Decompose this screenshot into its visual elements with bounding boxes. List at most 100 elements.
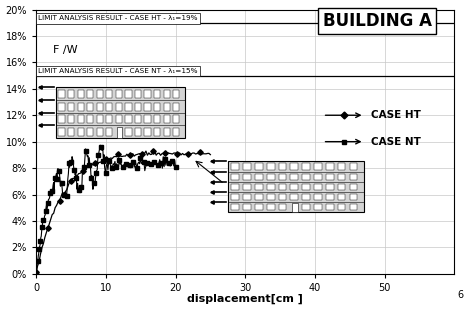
Bar (144, 90, 151, 98)
Bar (349, 184, 357, 190)
Bar (255, 174, 263, 180)
Bar (228, 162, 364, 212)
Bar (326, 163, 333, 170)
Bar (267, 204, 274, 210)
Bar (77, 103, 84, 111)
Bar (303, 204, 310, 210)
Bar (255, 163, 263, 170)
Bar (228, 162, 364, 212)
Bar (59, 90, 65, 98)
Bar (279, 174, 287, 180)
Bar (326, 204, 333, 210)
Bar (116, 90, 122, 98)
Bar (125, 115, 132, 123)
Bar (125, 90, 132, 98)
Bar (97, 103, 103, 111)
Bar (292, 203, 297, 212)
Bar (97, 90, 103, 98)
Bar (117, 127, 121, 138)
Bar (338, 184, 346, 190)
Bar (116, 103, 122, 111)
Bar (77, 115, 84, 123)
Bar (255, 184, 263, 190)
Bar (144, 128, 151, 136)
Bar (87, 115, 93, 123)
Bar (106, 128, 113, 136)
Bar (116, 115, 122, 123)
Bar (338, 194, 346, 200)
Text: 6: 6 (458, 290, 464, 299)
Bar (231, 204, 239, 210)
Bar (314, 184, 322, 190)
Bar (164, 90, 170, 98)
Bar (279, 163, 287, 170)
Bar (164, 128, 170, 136)
Bar (77, 128, 84, 136)
Bar (135, 103, 141, 111)
Bar (125, 103, 132, 111)
Bar (164, 103, 170, 111)
Bar (59, 128, 65, 136)
Bar (231, 174, 239, 180)
Bar (303, 163, 310, 170)
Bar (303, 184, 310, 190)
Bar (154, 90, 160, 98)
Bar (243, 184, 251, 190)
Bar (290, 163, 298, 170)
Bar (97, 128, 103, 136)
Bar (279, 204, 287, 210)
Bar (303, 194, 310, 200)
Bar (56, 87, 185, 138)
Bar (349, 194, 357, 200)
Bar (290, 194, 298, 200)
Bar (314, 194, 322, 200)
Bar (68, 128, 74, 136)
Bar (279, 194, 287, 200)
Bar (87, 103, 93, 111)
Bar (243, 163, 251, 170)
Bar (87, 90, 93, 98)
Bar (97, 115, 103, 123)
Bar (314, 174, 322, 180)
Text: CASE HT: CASE HT (371, 110, 421, 120)
Bar (154, 115, 160, 123)
Bar (173, 128, 179, 136)
Text: CASE NT: CASE NT (371, 137, 421, 147)
Bar (125, 128, 132, 136)
Bar (68, 103, 74, 111)
Bar (290, 174, 298, 180)
Bar (87, 128, 93, 136)
Bar (267, 194, 274, 200)
Bar (106, 115, 113, 123)
Bar (231, 194, 239, 200)
Bar (326, 184, 333, 190)
Bar (106, 103, 113, 111)
Bar (154, 128, 160, 136)
Bar (267, 163, 274, 170)
Bar (349, 204, 357, 210)
Bar (290, 184, 298, 190)
Bar (326, 174, 333, 180)
Bar (135, 115, 141, 123)
Bar (59, 115, 65, 123)
Bar (231, 163, 239, 170)
Bar (267, 184, 274, 190)
Bar (349, 163, 357, 170)
Text: LIMIT ANALYSIS RESULT - CASE NT - λ₁=15%: LIMIT ANALYSIS RESULT - CASE NT - λ₁=15% (38, 68, 197, 74)
Bar (231, 184, 239, 190)
Bar (68, 115, 74, 123)
Bar (255, 204, 263, 210)
Bar (68, 90, 74, 98)
Bar (173, 90, 179, 98)
Bar (338, 204, 346, 210)
Bar (243, 174, 251, 180)
Bar (326, 194, 333, 200)
Bar (267, 174, 274, 180)
Bar (164, 115, 170, 123)
Text: LIMIT ANALYSIS RESULT - CASE HT - λ₁=19%: LIMIT ANALYSIS RESULT - CASE HT - λ₁=19% (38, 16, 197, 21)
Bar (144, 115, 151, 123)
Bar (173, 103, 179, 111)
Bar (135, 128, 141, 136)
Bar (106, 90, 113, 98)
Bar (243, 194, 251, 200)
